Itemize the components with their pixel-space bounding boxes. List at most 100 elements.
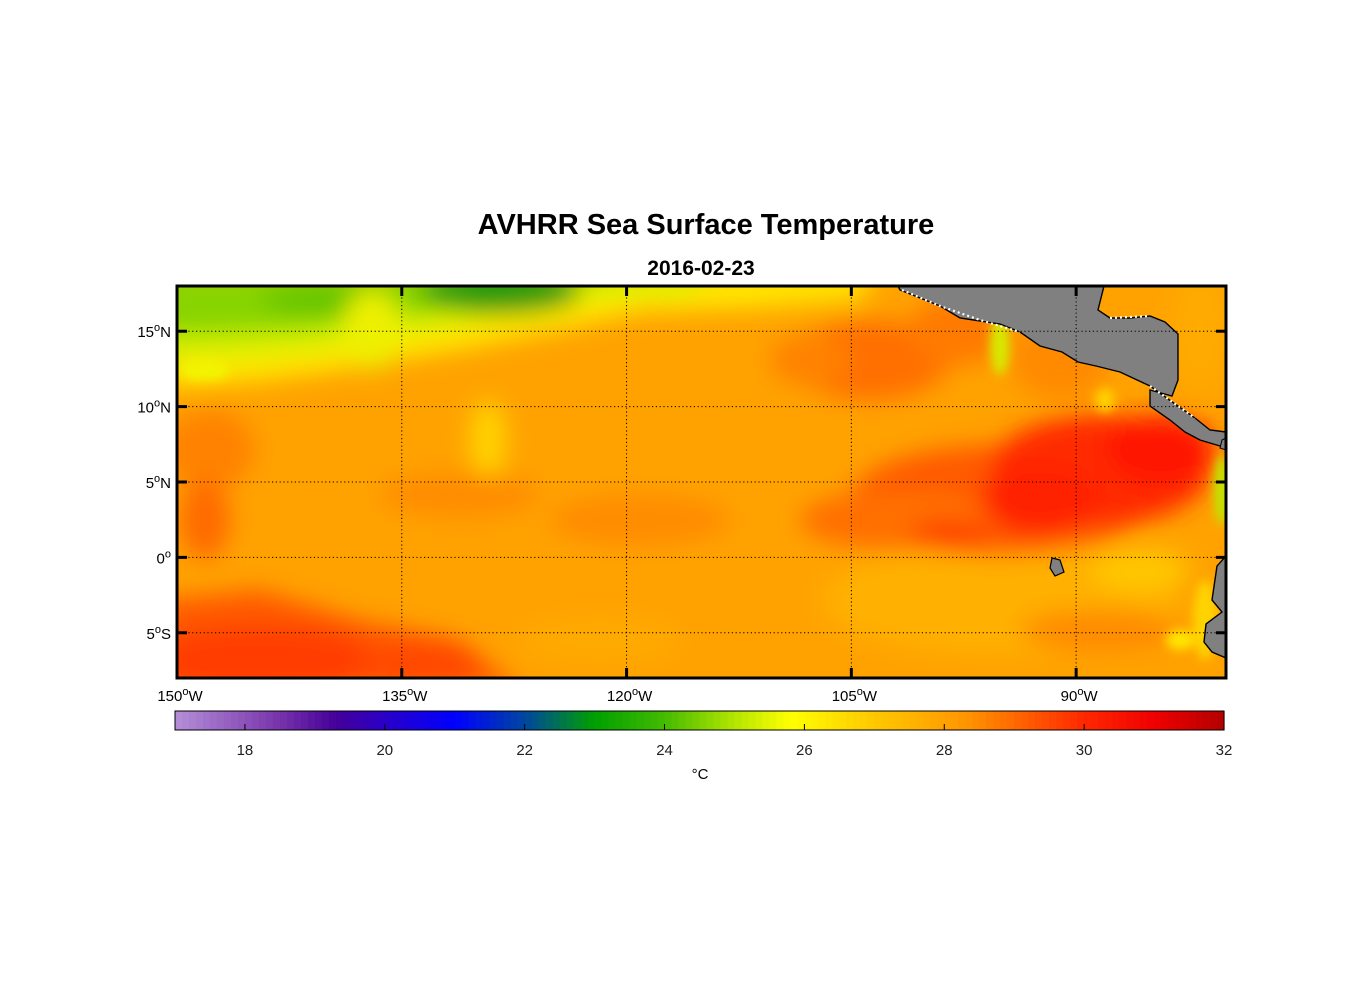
colorbar-swatch: [1126, 711, 1134, 730]
colorbar-swatch: [727, 711, 736, 730]
colorbar-swatch: [965, 711, 973, 730]
colorbar-swatch: [1112, 711, 1120, 730]
colorbar-swatch: [503, 711, 512, 730]
colorbar-swatch: [867, 711, 875, 730]
colorbar-swatch: [370, 711, 379, 730]
colorbar-swatch: [1014, 711, 1022, 730]
colorbar-swatch: [1133, 711, 1141, 730]
colorbar-swatch: [1070, 711, 1078, 730]
colorbar-swatch: [433, 711, 442, 730]
colorbar-swatch: [175, 711, 183, 730]
colorbar-swatch: [657, 711, 666, 730]
colorbar-swatch: [272, 711, 281, 730]
colorbar-swatch: [594, 711, 603, 730]
colorbar-swatch: [258, 711, 267, 730]
colorbar-swatch: [223, 711, 232, 730]
lat-tick-label: 10oN: [137, 398, 171, 417]
colorbar-swatch: [398, 711, 407, 730]
colorbar-swatch: [720, 711, 729, 730]
chart-subtitle: 2016-02-23: [647, 257, 754, 280]
colorbar-frame: [174, 710, 1225, 731]
lon-tick-label: 90oW: [1061, 686, 1099, 705]
colorbar-swatch: [237, 711, 246, 730]
colorbar-swatch: [349, 711, 358, 730]
lon-tick-label: 105oW: [832, 686, 878, 705]
colorbar-swatch: [328, 711, 337, 730]
colorbar-swatch: [811, 711, 819, 730]
colorbar-swatch: [517, 711, 526, 730]
colorbar-swatch: [1140, 711, 1148, 730]
colorbar-tick-labels: 18 20 22 24 26 28 30 32: [237, 742, 1233, 759]
colorbar-swatch: [314, 711, 323, 730]
colorbar-swatch: [937, 711, 945, 730]
colorbar-tick-label: 30: [1076, 742, 1093, 759]
colorbar-swatch: [923, 711, 931, 730]
colorbar-swatch: [979, 711, 987, 730]
colorbar-swatch: [559, 711, 568, 730]
colorbar-swatch: [300, 711, 309, 730]
colorbar-swatch: [1091, 711, 1099, 730]
colorbar-swatch: [538, 711, 547, 730]
colorbar-swatch: [1000, 711, 1008, 730]
colorbar-swatch: [475, 711, 484, 730]
colorbar-swatch: [650, 711, 659, 730]
colorbar-swatch: [342, 711, 351, 730]
colorbar-swatch: [699, 711, 708, 730]
lon-tick-label: 135oW: [382, 686, 428, 705]
colorbar-swatch: [1189, 711, 1197, 730]
colorbar-swatch: [363, 711, 372, 730]
colorbar-swatch: [377, 711, 386, 730]
lon-tick-label: 120oW: [607, 686, 653, 705]
colorbar-swatch: [993, 711, 1001, 730]
colorbar-swatch: [1007, 711, 1015, 730]
colorbar-swatch: [1056, 711, 1064, 730]
colorbar-swatch: [636, 711, 645, 730]
colorbar-ticks: [244, 724, 1225, 730]
colorbar-swatch: [524, 711, 533, 730]
colorbar-tick-label: 26: [796, 742, 813, 759]
colorbar-swatch: [790, 711, 799, 730]
colorbar-tick-label: 32: [1216, 742, 1233, 759]
colorbar-swatch: [587, 711, 596, 730]
colorbar-swatch: [741, 711, 750, 730]
chart-title: AVHRR Sea Surface Temperature: [478, 209, 935, 241]
colorbar-swatch: [608, 711, 617, 730]
colorbar-swatch: [944, 711, 952, 730]
colorbar-swatch: [1196, 711, 1204, 730]
colorbar-swatch: [293, 711, 302, 730]
colorbar-swatch: [1175, 711, 1183, 730]
colorbar-swatch: [230, 711, 239, 730]
colorbar-swatch: [986, 711, 994, 730]
colorbar-swatch: [1154, 711, 1162, 730]
colorbar-swatch: [776, 711, 785, 730]
colorbar-swatch: [426, 711, 435, 730]
colorbar-swatch: [1147, 711, 1155, 730]
lat-tick-label: 5oN: [146, 473, 171, 492]
colorbar-swatch: [874, 711, 882, 730]
colorbar-swatch: [510, 711, 519, 730]
colorbar-swatch: [566, 711, 575, 730]
colorbar-swatch: [713, 711, 722, 730]
colorbar-swatch: [279, 711, 288, 730]
colorbar-swatch: [447, 711, 456, 730]
colorbar-swatch: [384, 711, 393, 730]
colorbar-swatch: [454, 711, 463, 730]
colorbar-swatch: [622, 711, 631, 730]
colorbar-swatch: [951, 711, 959, 730]
colorbar-swatch: [769, 711, 778, 730]
colorbar-swatch: [580, 711, 589, 730]
colorbar-swatch: [216, 711, 225, 730]
colorbar-swatch: [909, 711, 917, 730]
colorbar-swatch: [895, 711, 903, 730]
colorbar-swatch: [391, 711, 400, 730]
colorbar-swatch: [1182, 711, 1190, 730]
colorbar-swatch: [972, 711, 980, 730]
colorbar-swatch: [825, 711, 833, 730]
colorbar-swatch: [1035, 711, 1043, 730]
lat-tick-label: 0o: [157, 548, 171, 567]
colorbar-swatch: [839, 711, 847, 730]
colorbar-swatch: [1084, 711, 1092, 730]
longitude-labels: 150oW 135oW 120oW 105oW 90oW: [157, 686, 1098, 705]
colorbar-swatch: [1105, 711, 1113, 730]
colorbar-swatch: [461, 711, 470, 730]
